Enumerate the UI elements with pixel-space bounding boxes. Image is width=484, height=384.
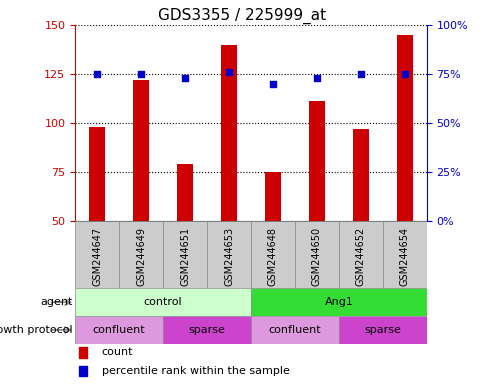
Text: GSM244647: GSM244647	[92, 227, 102, 286]
Bar	[251, 221, 294, 288]
Text: percentile rank within the sample: percentile rank within the sample	[101, 366, 289, 376]
Point	[312, 75, 320, 81]
Text: confluent: confluent	[92, 325, 145, 335]
Text: agent: agent	[40, 297, 73, 307]
Bar	[396, 35, 412, 221]
Bar	[78, 366, 87, 376]
Text: GSM244648: GSM244648	[268, 227, 277, 286]
Text: GSM244649: GSM244649	[136, 227, 146, 286]
Text: GSM244651: GSM244651	[180, 227, 190, 286]
Text: growth protocol: growth protocol	[0, 325, 73, 335]
Text: count: count	[101, 348, 133, 358]
Text: GDS3355 / 225999_at: GDS3355 / 225999_at	[158, 8, 326, 24]
Bar	[163, 221, 207, 288]
Bar	[382, 221, 426, 288]
Text: sparse: sparse	[363, 325, 400, 335]
Bar	[78, 347, 87, 358]
Point	[269, 81, 276, 87]
Point	[225, 69, 232, 75]
Text: control: control	[143, 297, 182, 307]
Point	[400, 71, 408, 77]
Text: Ang1: Ang1	[324, 297, 353, 307]
Point	[137, 71, 145, 77]
Bar	[207, 221, 251, 288]
Bar	[89, 127, 105, 221]
Bar	[338, 316, 426, 344]
Text: confluent: confluent	[268, 325, 320, 335]
Bar	[251, 316, 338, 344]
Bar	[75, 316, 163, 344]
Bar	[133, 80, 149, 221]
Point	[93, 71, 101, 77]
Bar	[294, 221, 338, 288]
Bar	[119, 221, 163, 288]
Bar	[75, 288, 251, 316]
Bar	[265, 172, 280, 221]
Bar	[338, 221, 382, 288]
Text: sparse: sparse	[188, 325, 225, 335]
Point	[356, 71, 364, 77]
Bar	[177, 164, 192, 221]
Bar	[309, 101, 324, 221]
Bar	[75, 221, 119, 288]
Bar	[221, 45, 236, 221]
Text: GSM244654: GSM244654	[399, 227, 409, 286]
Text: GSM244653: GSM244653	[224, 227, 233, 286]
Bar	[352, 129, 368, 221]
Bar	[163, 316, 251, 344]
Text: GSM244652: GSM244652	[355, 227, 365, 286]
Text: GSM244650: GSM244650	[311, 227, 321, 286]
Point	[181, 75, 189, 81]
Bar	[251, 288, 426, 316]
